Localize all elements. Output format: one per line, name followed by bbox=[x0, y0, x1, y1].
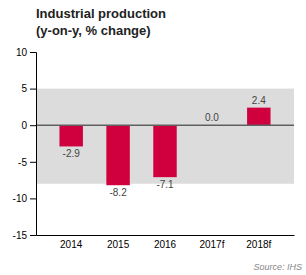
data-label: -7.1 bbox=[156, 179, 174, 190]
x-tick-label: 2016 bbox=[154, 239, 177, 250]
y-tick-label: 0 bbox=[21, 120, 27, 131]
y-tick: -5 bbox=[18, 157, 36, 168]
data-labels: -2.9 -8.2 -7.1 0.0 2.4 bbox=[63, 95, 267, 199]
x-tick-label: 2015 bbox=[107, 239, 130, 250]
data-label: -8.2 bbox=[109, 187, 127, 198]
y-tick-mark bbox=[30, 89, 36, 90]
y-tick-label: -10 bbox=[13, 193, 28, 204]
y-tick: 0 bbox=[21, 120, 36, 131]
source: Source: IHS bbox=[253, 262, 302, 272]
y-tick-mark bbox=[30, 162, 36, 163]
y-tick: -10 bbox=[13, 193, 36, 204]
data-label: -2.9 bbox=[63, 148, 81, 159]
y-tick-label: -5 bbox=[18, 157, 27, 168]
zero-line bbox=[36, 124, 294, 126]
x-tick-label: 2014 bbox=[60, 239, 83, 250]
data-label: 2.4 bbox=[252, 95, 266, 106]
x-axis-line bbox=[37, 235, 295, 236]
y-tick-label: -15 bbox=[13, 230, 28, 241]
x-tick: 2016 bbox=[154, 239, 177, 250]
y-tick-mark bbox=[30, 198, 36, 199]
x-tick: 2018f bbox=[246, 239, 271, 250]
bar bbox=[153, 125, 176, 177]
chart: Industrial production (y-on-y, % change) -… bbox=[0, 0, 306, 275]
x-axis: 2014 2015 2016 2017f 2018f bbox=[37, 236, 295, 251]
x-tick: 2017f bbox=[199, 239, 224, 250]
bar bbox=[247, 108, 270, 126]
y-tick: 10 bbox=[16, 47, 36, 58]
bar bbox=[59, 125, 82, 146]
y-tick: -15 bbox=[13, 230, 36, 241]
x-tick: 2015 bbox=[107, 239, 130, 250]
data-label: 0.0 bbox=[205, 112, 219, 123]
bar bbox=[106, 125, 129, 185]
y-tick-mark bbox=[30, 235, 36, 236]
x-tick: 2014 bbox=[60, 239, 83, 250]
y-tick-label: 10 bbox=[16, 47, 28, 58]
plot: -15 -10 -5 0 5 10 2014 2015 2016 2017f 2018f -2.9 -8… bbox=[13, 47, 295, 250]
subtitle: (y-on-y, % change) bbox=[36, 23, 151, 38]
x-tick-label: 2017f bbox=[199, 239, 224, 250]
title: Industrial production bbox=[36, 6, 166, 21]
y-tick-mark bbox=[30, 125, 36, 126]
y-axis: -15 -10 -5 0 5 10 bbox=[13, 47, 37, 241]
y-tick-mark bbox=[30, 52, 36, 53]
x-tick-label: 2018f bbox=[246, 239, 271, 250]
y-tick-label: 5 bbox=[21, 83, 27, 94]
shaded-band bbox=[36, 89, 294, 184]
marks bbox=[36, 89, 294, 186]
y-axis-line bbox=[30, 53, 37, 236]
y-tick: 5 bbox=[21, 83, 36, 94]
